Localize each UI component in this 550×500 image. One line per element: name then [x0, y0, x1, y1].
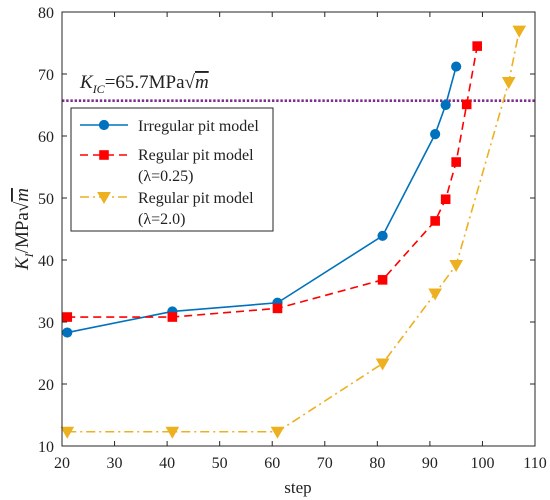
- x-tick-label: 20: [54, 455, 70, 472]
- kic-value: =65.7MPa: [105, 72, 185, 93]
- y-tick-label: 50: [38, 191, 54, 208]
- data-point-2-6: [501, 77, 516, 90]
- y-axis-label-root: m: [12, 188, 33, 202]
- y-tick-label: 30: [38, 315, 54, 332]
- kic-sub: IC: [92, 82, 106, 96]
- y-tick-label: 60: [38, 129, 54, 146]
- legend-label-1: Regular pit model: [138, 147, 254, 164]
- y-axis-label-k: K: [12, 256, 33, 271]
- y-tick-label: 70: [38, 67, 54, 84]
- data-point-2-4: [428, 288, 443, 301]
- y-axis-label-text: KI/MPa√m: [12, 188, 36, 271]
- data-point-1-2: [272, 303, 283, 314]
- series-layer: [60, 25, 527, 439]
- data-point-2-2: [270, 426, 285, 439]
- legend: Irregular pit model Regular pit model (λ…: [70, 107, 274, 232]
- data-point-0-4: [430, 129, 441, 140]
- x-tick-label: 80: [369, 455, 385, 472]
- kic-root: m: [195, 72, 209, 93]
- data-point-2-5: [449, 259, 464, 272]
- x-tick-label: 110: [523, 455, 546, 472]
- data-point-0-0: [62, 327, 73, 338]
- data-point-1-1: [167, 312, 178, 322]
- data-point-1-0: [62, 312, 73, 322]
- y-tick-label: 40: [38, 253, 54, 270]
- x-tick-label: 70: [317, 455, 333, 472]
- x-tick-label: 50: [212, 455, 228, 472]
- data-point-1-8: [472, 41, 482, 51]
- y-tick-label: 20: [38, 377, 54, 394]
- y-tick-label: 10: [38, 439, 54, 456]
- x-tick-label: 30: [107, 455, 123, 472]
- legend-label-1-line2: (λ=0.25): [138, 168, 193, 185]
- x-tick-label: 60: [264, 455, 280, 472]
- kic-k: K: [79, 72, 94, 93]
- reference-line-label-text: KIC=65.7MPa√m: [79, 72, 209, 96]
- data-point-1-6: [451, 157, 461, 167]
- data-point-0-3: [377, 230, 388, 241]
- data-point-2-0: [60, 426, 75, 439]
- kic-root-sign: √: [185, 72, 196, 93]
- data-point-0-5: [440, 99, 451, 111]
- legend-label-2-line2: (λ=2.0): [138, 211, 185, 228]
- legend-marker-2: [97, 192, 111, 205]
- data-point-0-6: [451, 61, 462, 72]
- y-axis-label-sub: I: [22, 252, 36, 258]
- y-axis-label-unit: /MPa: [12, 212, 33, 254]
- series-line-1: [67, 45, 478, 318]
- x-tick-label: 90: [422, 455, 438, 472]
- data-point-1-4: [430, 216, 440, 226]
- y-axis-label: KI/MPa√m: [12, 188, 36, 271]
- reference-line-label: KIC=65.7MPa√m: [79, 72, 209, 96]
- y-tick-label: 80: [38, 5, 54, 22]
- x-axis-label: step: [284, 478, 311, 497]
- data-point-2-1: [165, 426, 180, 439]
- legend-label-0: Irregular pit model: [138, 118, 259, 135]
- y-axis-label-root-sign: √: [12, 201, 33, 212]
- legend-marker-0: [98, 119, 110, 131]
- legend-markers: [80, 119, 128, 205]
- data-point-1-7: [461, 99, 472, 110]
- legend-label-2: Regular pit model: [138, 190, 254, 207]
- x-tick-label: 100: [470, 455, 494, 472]
- data-point-1-5: [440, 194, 451, 205]
- x-tick-label: 40: [159, 455, 175, 472]
- data-point-2-3: [375, 358, 390, 371]
- data-point-1-3: [377, 275, 388, 285]
- series-line-2: [67, 30, 521, 433]
- legend-marker-1: [99, 150, 109, 160]
- plot-frame: [61, 11, 536, 447]
- data-point-2-7: [512, 25, 527, 38]
